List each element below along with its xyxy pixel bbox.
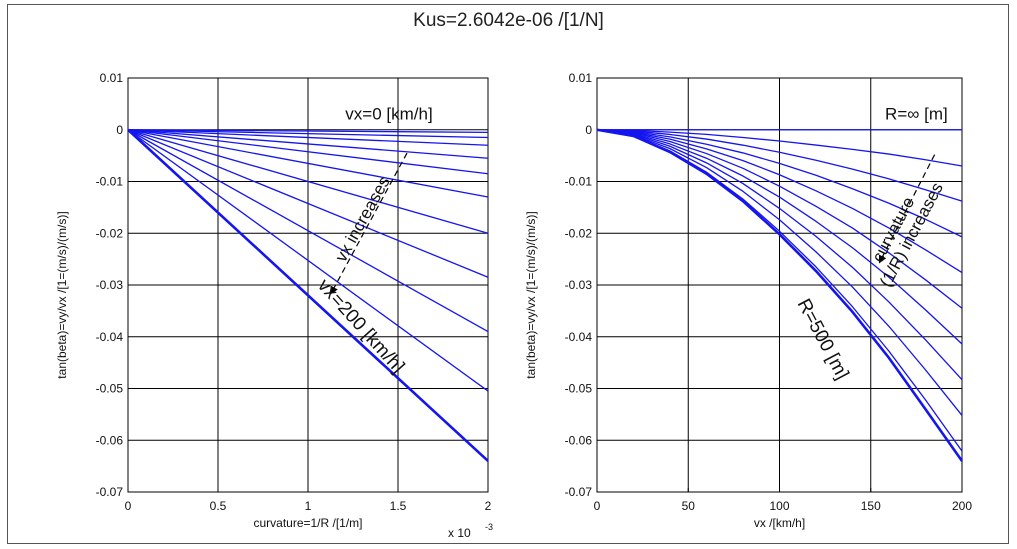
x-axis-label: vx /[km/h]	[754, 516, 805, 530]
x-tick-label: 0	[594, 499, 601, 513]
y-tick-label: -0.02	[96, 226, 124, 240]
y-tick-label: -0.07	[565, 485, 593, 499]
annotation-arrow	[878, 154, 936, 264]
series-line-11	[596, 128, 964, 462]
series-line-8	[596, 129, 963, 381]
figure-frame	[7, 4, 1009, 544]
figure-title: Kus=2.6042e-06 /[1/N]	[413, 10, 604, 31]
annotation-label: vx increases	[331, 173, 393, 265]
x-tick-label: 1.5	[390, 499, 407, 513]
series-line-6	[596, 129, 963, 309]
series-line-4	[127, 129, 489, 159]
y-tick-label: -0.01	[96, 175, 124, 189]
series-line-3	[127, 129, 489, 146]
x-tick-label: 0.5	[210, 499, 227, 513]
x-tick-label: 100	[769, 499, 789, 513]
y-tick-label: 0.01	[569, 71, 593, 85]
y-tick-label: -0.05	[96, 382, 124, 396]
y-axis-label: tan(beta)=vy/vx /[1=(m/s)/(m/s)]	[55, 211, 69, 378]
chart-panel-2: 0 50 100 150 200 0.01 0 -0.01 -0.02 -0.03 -0.04 -0.…	[524, 71, 972, 530]
y-tick-label: 0	[116, 123, 123, 137]
x-exponent-label: x 10	[448, 526, 471, 540]
series-line-9	[127, 129, 489, 333]
series-line-11	[127, 128, 489, 462]
series-line-5	[596, 129, 963, 274]
y-tick-label: -0.01	[565, 175, 593, 189]
y-tick-label: -0.03	[565, 278, 593, 292]
chart-panel-1: 0 0.5 1 1.5 2 0.01 0 -0.01 -0.02 -0.03 -0.04 -0.05 -…	[55, 71, 493, 540]
series-line-3	[596, 129, 963, 202]
series-line-2	[596, 129, 963, 167]
series-line-6	[127, 129, 489, 198]
annotation-label: vx=0 [km/h]	[345, 104, 432, 123]
y-tick-label: -0.06	[96, 433, 124, 447]
series-line-2	[127, 129, 489, 139]
x-tick-label: 2	[485, 499, 492, 513]
series-line-8	[127, 129, 489, 278]
y-tick-label: -0.07	[96, 485, 124, 499]
y-tick-label: -0.03	[96, 278, 124, 292]
series-line-5	[127, 129, 489, 175]
y-tick-label: 0.01	[100, 71, 124, 85]
x-tick-label: 200	[952, 499, 972, 513]
annotation-arrow	[330, 152, 408, 295]
x-tick-label: 150	[861, 499, 881, 513]
series-line-7	[596, 129, 963, 345]
x-axis-label: curvature=1/R /[1/m]	[253, 516, 362, 530]
annotation-label: vx=200 [km/h]	[313, 275, 408, 377]
y-tick-label: -0.02	[565, 226, 593, 240]
y-tick-label: 0	[585, 123, 592, 137]
series-line-9	[596, 129, 963, 416]
annotation-label: R=500 [m]	[793, 295, 853, 383]
x-tick-label: 50	[682, 499, 696, 513]
x-tick-label: 1	[305, 499, 312, 513]
annotation-label: R=∞ [m]	[885, 104, 948, 123]
series-line-4	[596, 129, 963, 238]
series-line-1	[127, 129, 489, 133]
plot-area-box	[127, 77, 489, 493]
y-tick-label: -0.06	[565, 433, 593, 447]
x-tick-label: 0	[125, 499, 132, 513]
series-line-7	[127, 129, 489, 234]
y-tick-label: -0.04	[96, 330, 124, 344]
plot-area-box	[596, 77, 963, 493]
y-axis-label: tan(beta)=vy/vx /[1=(m/s)/(m/s)]	[524, 211, 538, 378]
y-tick-label: -0.04	[565, 330, 593, 344]
x-exponent-power: -3	[485, 522, 493, 532]
y-tick-label: -0.05	[565, 382, 593, 396]
series-line-10	[127, 129, 489, 392]
